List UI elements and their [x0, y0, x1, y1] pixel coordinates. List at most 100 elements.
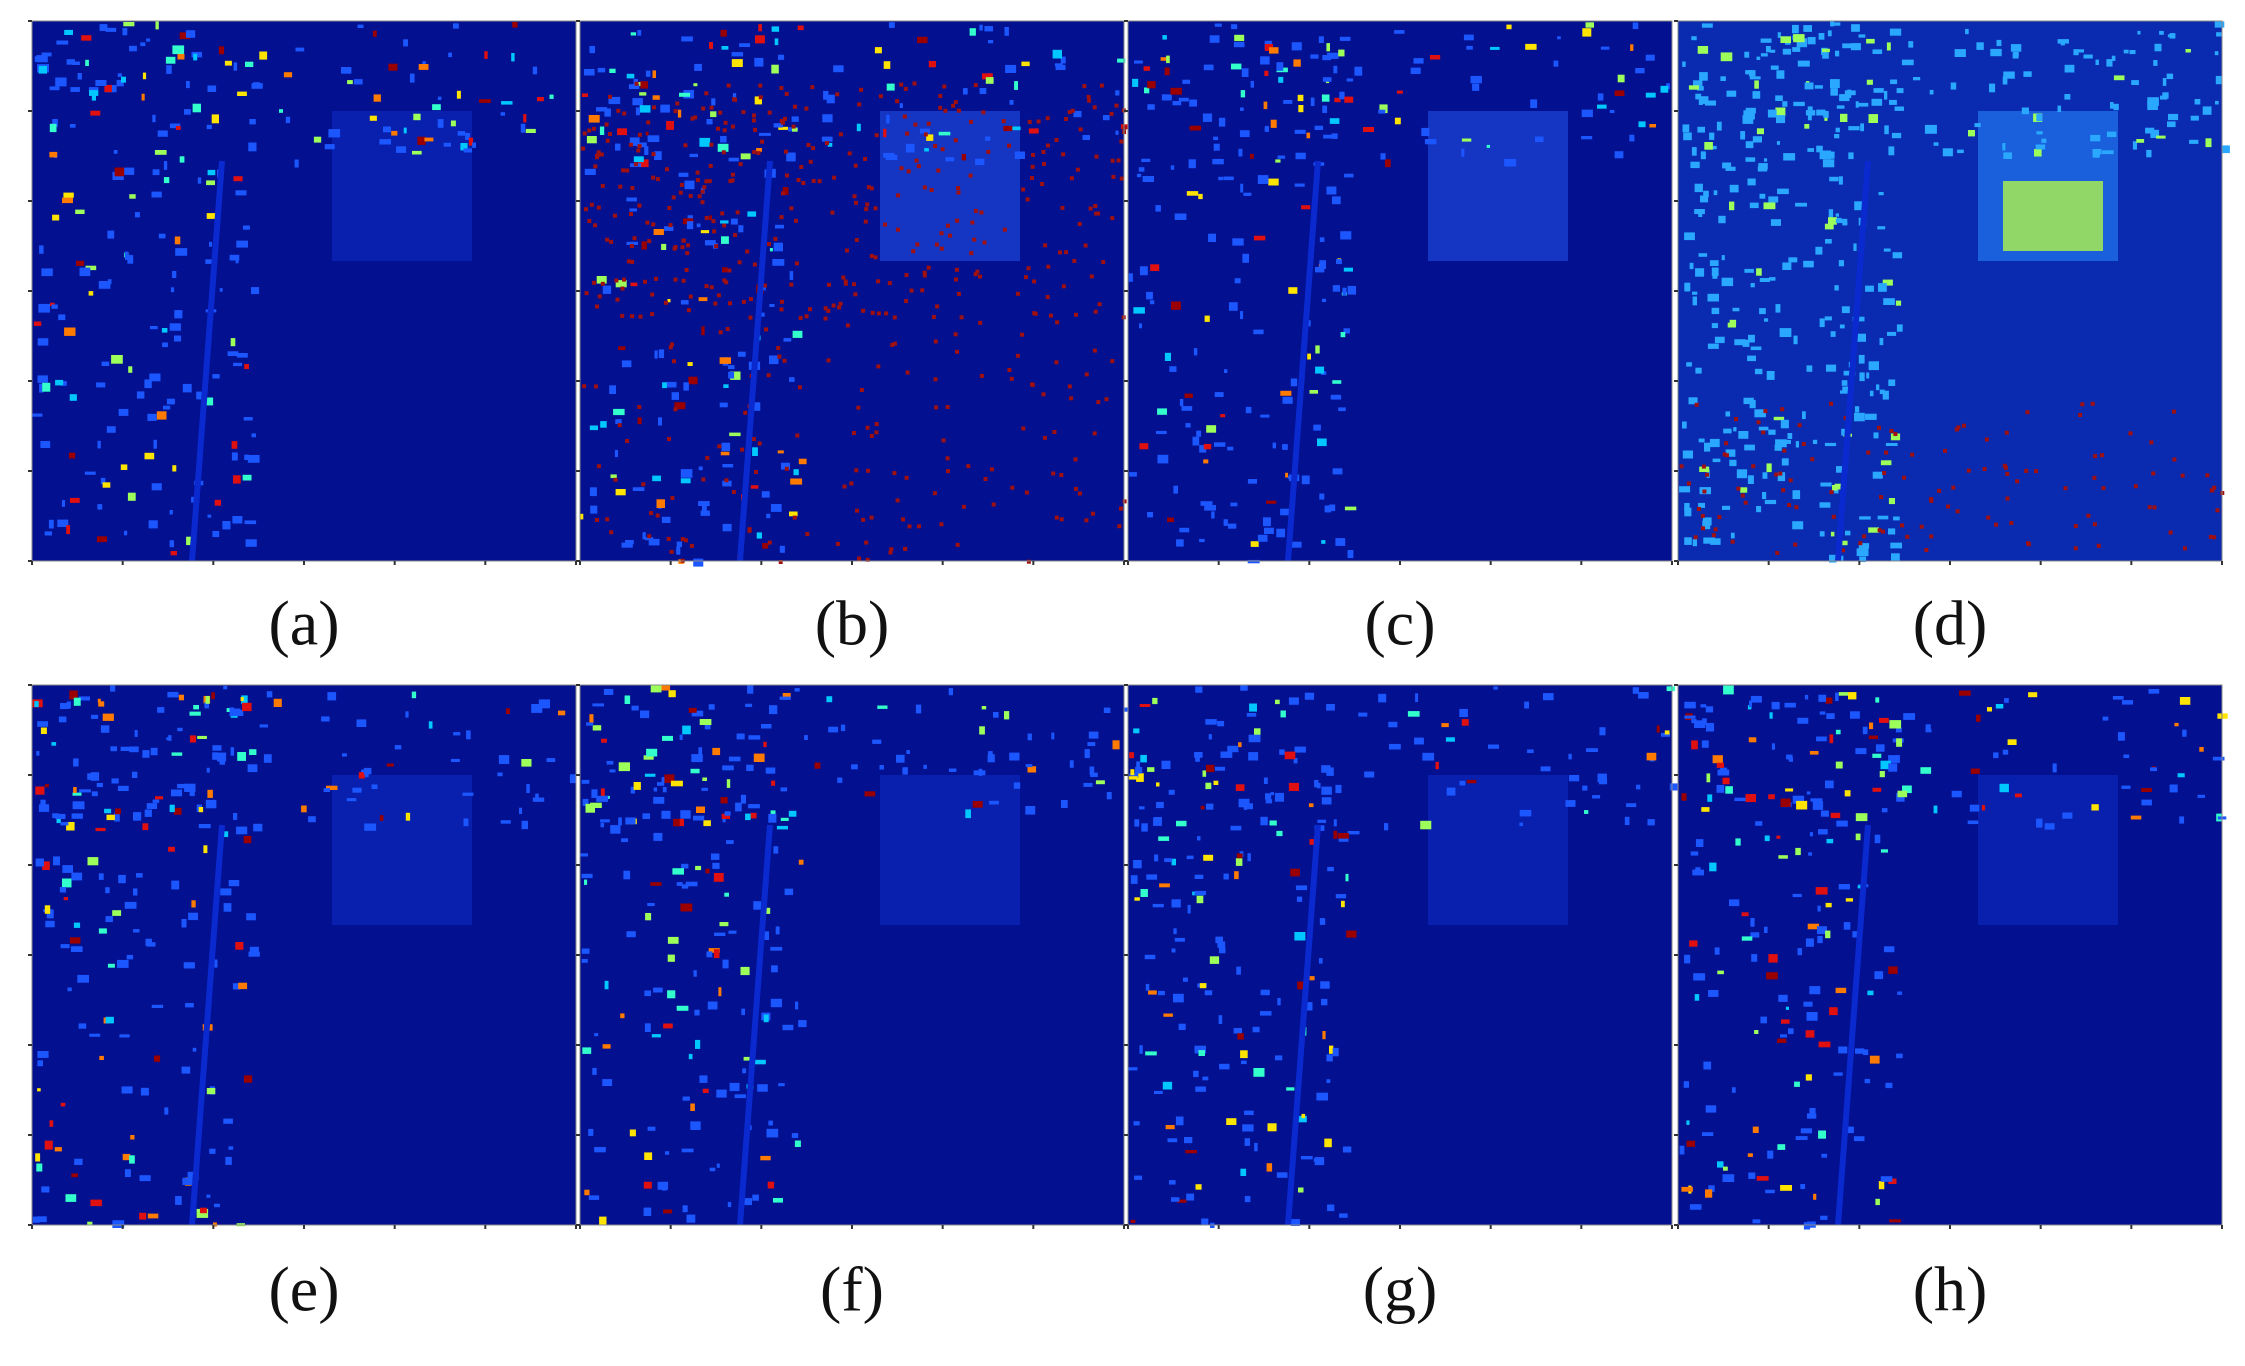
speckle: [917, 36, 928, 44]
speckle: [1872, 787, 1882, 792]
noise-speckle: [1001, 119, 1006, 124]
speckle: [98, 873, 104, 880]
speckle: [652, 70, 656, 78]
noise-speckle: [716, 126, 720, 131]
speckle: [821, 136, 833, 142]
speckle: [1824, 223, 1834, 230]
speckle: [790, 478, 803, 485]
noise-speckle: [620, 313, 625, 318]
speckle: [424, 137, 434, 142]
noise-speckle: [1810, 457, 1815, 462]
speckle: [346, 798, 357, 802]
speckle: [172, 271, 177, 278]
noise-speckle: [1877, 425, 1881, 430]
speckle: [1792, 521, 1804, 530]
speckle: [730, 371, 741, 380]
speckle: [1695, 867, 1701, 873]
speckle: [163, 177, 170, 184]
speckle: [1825, 780, 1834, 789]
speckle: [1749, 700, 1752, 708]
noise-speckle: [853, 292, 858, 297]
speckle: [1493, 686, 1498, 690]
speckle: [87, 1221, 93, 1225]
speckle: [166, 737, 171, 741]
speckle: [642, 813, 650, 819]
speckle: [1238, 798, 1250, 808]
speckle: [1884, 946, 1895, 953]
speckle: [1735, 838, 1741, 846]
speckle: [1792, 490, 1801, 500]
speckle: [1709, 862, 1717, 872]
noise-speckle: [758, 83, 763, 88]
speckle: [125, 251, 129, 260]
speckle: [84, 471, 96, 475]
speckle: [112, 910, 122, 916]
speckle: [206, 124, 212, 130]
speckle: [233, 709, 244, 716]
noise-speckle: [874, 422, 879, 427]
speckle: [1694, 720, 1706, 728]
speckle: [1385, 159, 1391, 168]
noise-speckle: [2215, 508, 2220, 513]
speckle: [1329, 1045, 1334, 1054]
speckle: [1139, 443, 1149, 450]
noise-speckle: [1069, 176, 1074, 181]
speckle: [1683, 1081, 1689, 1088]
speckle: [96, 536, 107, 543]
speckle: [1345, 873, 1349, 882]
speckle: [677, 109, 682, 118]
speckle: [720, 220, 729, 224]
speckle: [706, 951, 713, 958]
speckle: [185, 30, 196, 38]
speckle: [1188, 159, 1196, 169]
speckle: [96, 382, 106, 388]
speckle: [1734, 339, 1746, 346]
noise-speckle: [655, 177, 660, 182]
speckle: [1903, 713, 1916, 720]
speckle: [1749, 202, 1759, 209]
noise-speckle: [1042, 161, 1046, 166]
speckle: [1692, 296, 1697, 306]
speckle: [217, 752, 227, 762]
speckle: [760, 1155, 771, 1161]
speckle: [1786, 754, 1793, 760]
speckle: [186, 81, 190, 89]
noise-speckle: [1025, 197, 1030, 202]
speckle: [779, 545, 785, 553]
speckle: [38, 65, 47, 74]
speckle: [211, 114, 219, 124]
noise-speckle: [643, 279, 647, 284]
speckle: [752, 1194, 759, 1201]
speckle: [1775, 95, 1783, 101]
speckle: [89, 88, 99, 96]
speckle: [618, 346, 626, 351]
speckle: [1025, 764, 1033, 768]
noise-speckle: [1031, 153, 1035, 157]
speckle: [694, 63, 702, 71]
speckle: [1754, 1030, 1759, 1034]
noise-speckle: [2128, 431, 2133, 436]
speckle: [1829, 151, 1835, 159]
speckle: [589, 45, 595, 54]
speckle: [39, 245, 44, 254]
speckle: [1885, 1082, 1893, 1089]
speckle: [1329, 118, 1340, 124]
speckle: [1203, 459, 1209, 464]
speckle: [1413, 58, 1424, 64]
noise-speckle: [1083, 243, 1088, 248]
speckle: [676, 546, 681, 555]
speckle: [1764, 926, 1768, 933]
speckle: [235, 190, 247, 196]
speckle: [1684, 701, 1696, 709]
speckle: [1714, 947, 1720, 955]
speckle: [1333, 65, 1338, 74]
noise-speckle: [1111, 174, 1116, 179]
speckle: [1780, 1034, 1787, 1038]
speckle: [1682, 421, 1687, 429]
speckle: [124, 1169, 131, 1177]
noise-speckle: [638, 314, 643, 319]
noise-speckle: [637, 132, 642, 137]
noise-speckle: [863, 157, 867, 161]
noise-speckle: [637, 144, 642, 149]
speckle: [770, 504, 782, 512]
